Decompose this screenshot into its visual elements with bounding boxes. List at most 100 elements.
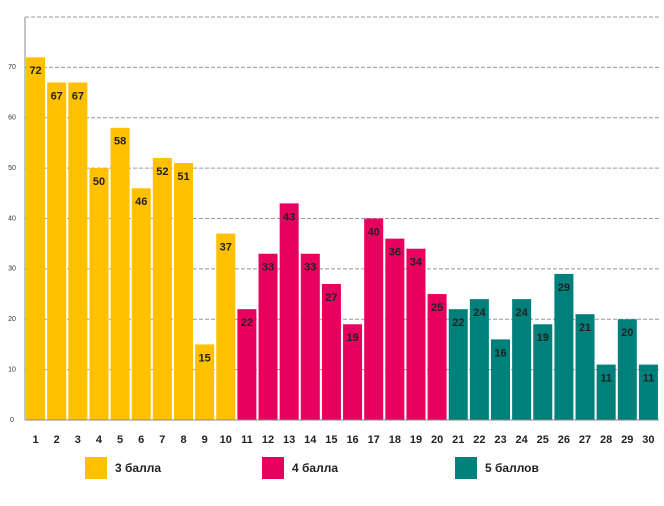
bar — [89, 168, 109, 420]
value-label: 50 — [93, 176, 105, 188]
x-tick-label: 4 — [96, 434, 103, 446]
bar — [448, 309, 468, 420]
bar — [617, 319, 637, 420]
x-tick-label: 24 — [516, 434, 529, 446]
x-tick-label: 2 — [54, 434, 60, 446]
x-tick-label: 10 — [220, 434, 232, 446]
value-label: 33 — [304, 262, 316, 274]
value-label: 52 — [156, 166, 168, 178]
value-label: 21 — [579, 322, 591, 334]
legend-label: 4 балла — [292, 461, 338, 475]
bar — [68, 82, 88, 421]
y-tick-label: 20 — [8, 316, 16, 323]
x-tick-label: 14 — [304, 434, 317, 446]
value-label: 67 — [72, 90, 84, 102]
bar — [152, 158, 172, 421]
bar — [512, 299, 532, 420]
value-label: 24 — [473, 307, 486, 319]
bar — [596, 364, 616, 420]
value-label: 36 — [389, 247, 401, 259]
value-label: 25 — [431, 302, 443, 314]
value-label: 29 — [558, 282, 570, 294]
x-tick-label: 22 — [473, 434, 485, 446]
value-label: 22 — [452, 317, 464, 329]
value-label: 58 — [114, 136, 126, 148]
x-tick-label: 18 — [389, 434, 401, 446]
bar — [638, 364, 658, 420]
bar — [469, 299, 489, 420]
value-label: 43 — [283, 211, 295, 223]
x-tick-label: 8 — [180, 434, 186, 446]
bar — [385, 238, 405, 420]
x-tick-label: 23 — [494, 434, 506, 446]
bar — [216, 233, 236, 420]
x-tick-label: 28 — [600, 434, 612, 446]
value-label: 16 — [494, 347, 506, 359]
value-label: 33 — [262, 262, 274, 274]
bar — [47, 82, 67, 421]
value-label: 19 — [537, 332, 549, 344]
y-tick-label: 60 — [8, 115, 16, 122]
x-tick-label: 13 — [283, 434, 295, 446]
x-tick-label: 7 — [159, 434, 165, 446]
value-label: 15 — [199, 352, 211, 364]
value-label: 27 — [325, 292, 337, 304]
value-label: 67 — [51, 90, 63, 102]
x-tick-label: 30 — [642, 434, 654, 446]
bar — [173, 163, 194, 420]
x-tick-label: 1 — [33, 434, 39, 446]
legend-label: 5 баллов — [485, 461, 539, 475]
x-tick-label: 12 — [262, 434, 274, 446]
value-label: 51 — [177, 171, 189, 183]
legend-label: 3 балла — [115, 461, 161, 475]
value-label: 37 — [220, 242, 232, 254]
bar — [321, 283, 341, 420]
y-tick-label: 0 — [10, 417, 14, 424]
bar — [237, 309, 257, 420]
y-tick-label: 50 — [8, 165, 16, 172]
bar — [343, 324, 363, 420]
value-label: 11 — [600, 372, 612, 384]
value-label: 19 — [346, 332, 358, 344]
x-tick-label: 15 — [325, 434, 337, 446]
x-tick-label: 6 — [138, 434, 144, 446]
value-label: 22 — [241, 317, 253, 329]
bar — [364, 218, 384, 420]
value-label: 24 — [516, 307, 529, 319]
bar — [427, 294, 447, 420]
bar — [131, 188, 151, 420]
bar — [533, 324, 553, 420]
y-tick-label: 30 — [8, 266, 16, 273]
x-tick-label: 9 — [202, 434, 208, 446]
bar — [279, 203, 299, 420]
y-tick-label: 40 — [8, 215, 16, 222]
y-tick-label: 70 — [8, 64, 16, 71]
legend-swatch — [85, 457, 107, 479]
legend-swatch — [262, 457, 284, 479]
value-label: 11 — [643, 372, 655, 384]
x-tick-label: 5 — [117, 434, 123, 446]
bar — [110, 127, 130, 420]
x-tick-label: 19 — [410, 434, 422, 446]
x-tick-label: 3 — [75, 434, 81, 446]
value-label: 34 — [410, 257, 423, 269]
bar — [300, 253, 320, 420]
bar — [195, 344, 215, 420]
x-tick-label: 21 — [452, 434, 464, 446]
x-tick-label: 20 — [431, 434, 443, 446]
x-tick-label: 17 — [368, 434, 380, 446]
value-label: 40 — [368, 226, 380, 238]
value-label: 46 — [135, 196, 147, 208]
value-label: 20 — [621, 327, 633, 339]
bar — [26, 57, 46, 421]
x-tick-label: 25 — [537, 434, 549, 446]
legend-swatch — [455, 457, 477, 479]
y-tick-label: 10 — [8, 366, 16, 373]
bar — [554, 273, 574, 420]
x-tick-label: 29 — [621, 434, 633, 446]
x-tick-label: 27 — [579, 434, 591, 446]
x-tick-label: 26 — [558, 434, 570, 446]
x-tick-label: 16 — [346, 434, 358, 446]
bar — [490, 339, 511, 420]
